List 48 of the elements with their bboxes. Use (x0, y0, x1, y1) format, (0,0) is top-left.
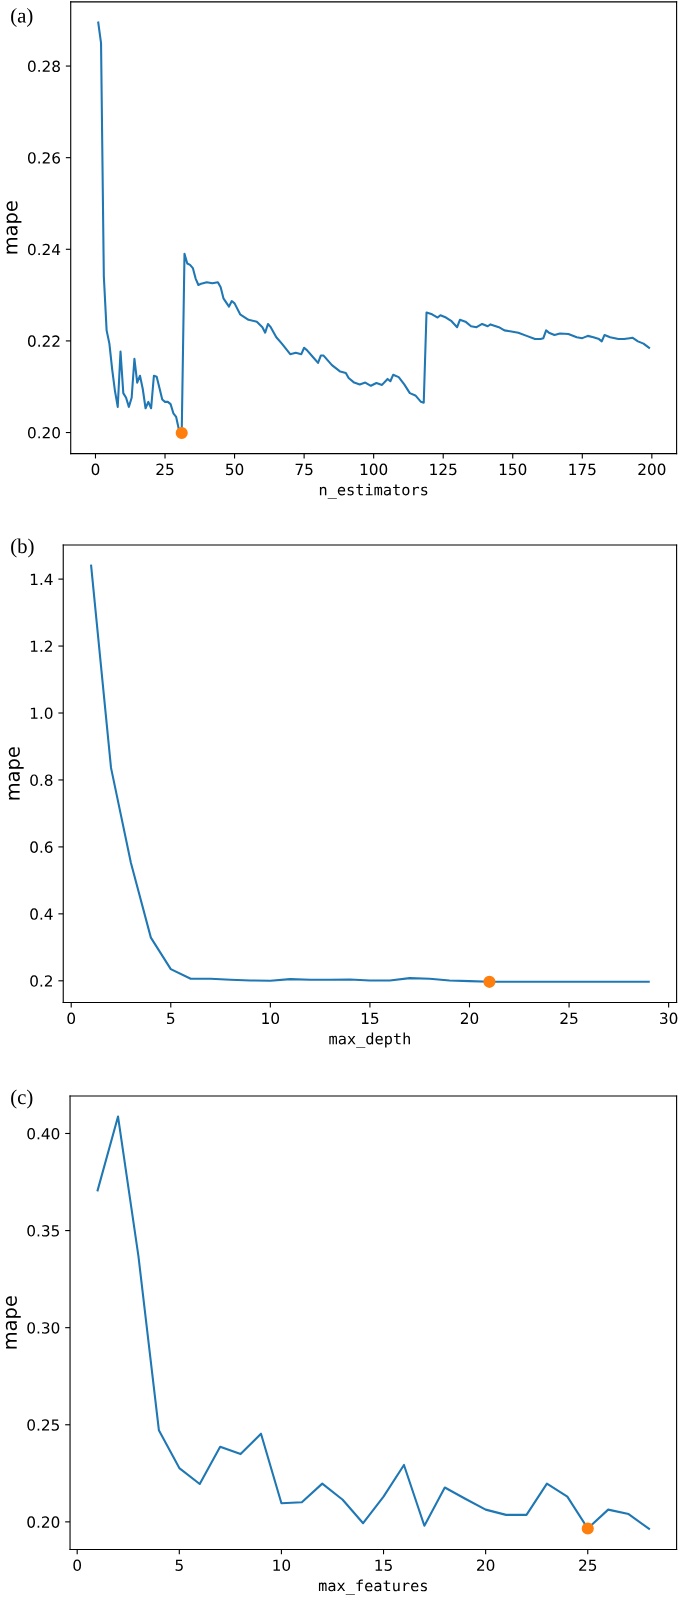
x-tick-label: 0 (91, 463, 100, 476)
y-tick-label: 0.22 (27, 335, 60, 347)
x-tick-label: 5 (175, 1559, 183, 1571)
x-axis-title: max_depth (329, 1032, 410, 1048)
x-tick-label: 20 (477, 1559, 495, 1571)
x-tick-label: 25 (156, 463, 174, 476)
chart-title: (c) (11, 1089, 33, 1109)
y-tick-label: 0.24 (27, 243, 61, 256)
x-tick-label: 0 (73, 1559, 82, 1571)
x-tick-label: 125 (430, 463, 457, 476)
x-tick-label: 15 (361, 1012, 379, 1025)
y-tick-label: 0.20 (27, 1516, 60, 1528)
x-tick-label: 10 (262, 1012, 280, 1025)
x-axis-title: n_estimators (319, 483, 428, 499)
y-axis-title: mape (8, 747, 24, 800)
x-tick-label: 75 (295, 463, 313, 476)
y-tick-label: 0.26 (27, 152, 61, 164)
x-tick-label: 200 (638, 463, 666, 476)
x-tick-label: 25 (560, 1012, 578, 1025)
x-tick-label: 5 (167, 1012, 175, 1025)
x-tick-label: 20 (460, 1012, 479, 1025)
y-tick-label: 0.4 (30, 908, 53, 920)
x-tick-label: 50 (226, 463, 244, 476)
x-tick-label: 30 (660, 1012, 678, 1025)
x-tick-label: 15 (375, 1559, 392, 1571)
y-tick-label: 0.30 (27, 1322, 60, 1334)
y-tick-label: 0.35 (27, 1225, 59, 1237)
x-tick-label: 150 (499, 463, 527, 476)
x-tick-label: 10 (273, 1559, 291, 1571)
y-tick-label: 0.25 (27, 1419, 59, 1431)
x-tick-label: 25 (579, 1559, 597, 1571)
x-axis-title: max_features (318, 1579, 427, 1595)
y-tick-label: 0.2 (30, 975, 52, 987)
chart-title: (a) (11, 8, 33, 27)
y-tick-label: 0.20 (27, 426, 60, 439)
y-tick-label: 1.4 (30, 573, 53, 585)
y-axis-title: mape (6, 201, 22, 254)
chart-title: (b) (11, 538, 34, 558)
y-tick-label: 1.0 (30, 707, 53, 720)
y-tick-label: 1.2 (30, 640, 52, 652)
y-tick-label: 0.8 (30, 774, 53, 786)
y-tick-label: 0.6 (30, 841, 53, 853)
x-tick-label: 0 (67, 1012, 76, 1025)
y-axis-title: mape (5, 1296, 21, 1349)
y-tick-label: 0.28 (27, 60, 60, 73)
x-tick-label: 175 (569, 463, 596, 476)
x-tick-label: 100 (360, 463, 388, 476)
y-tick-label: 0.40 (27, 1127, 60, 1140)
